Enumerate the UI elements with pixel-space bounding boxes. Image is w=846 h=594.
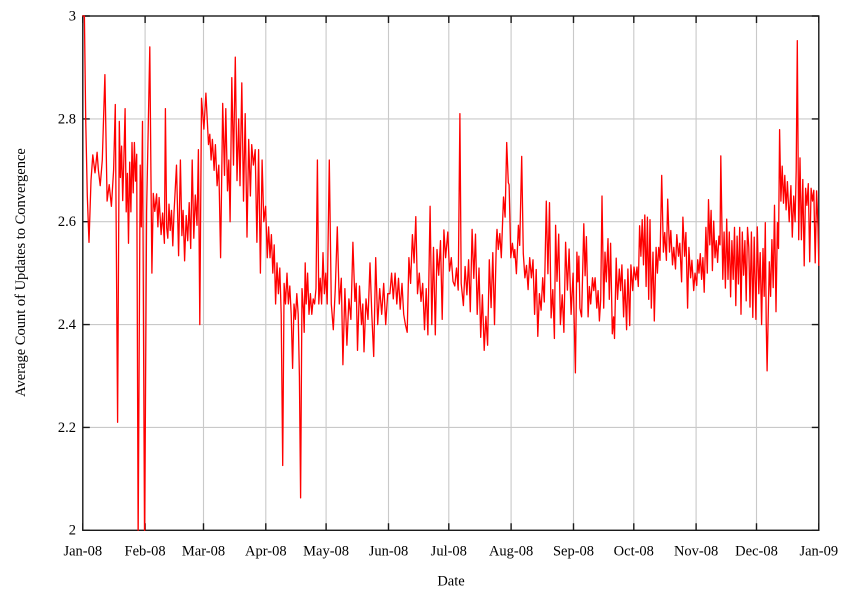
svg-text:Jun-08: Jun-08 [369,544,408,560]
svg-text:2.6: 2.6 [58,214,76,230]
svg-text:Average Count of Updates to Co: Average Count of Updates to Convergence [13,148,29,397]
svg-text:2.8: 2.8 [58,111,76,127]
svg-text:Date: Date [437,574,464,590]
svg-text:Sep-08: Sep-08 [553,544,594,560]
svg-text:Jul-08: Jul-08 [431,544,467,560]
svg-text:Jan-08: Jan-08 [63,544,102,560]
svg-text:2.4: 2.4 [58,317,77,333]
svg-text:May-08: May-08 [303,544,349,560]
svg-text:Nov-08: Nov-08 [674,544,718,560]
svg-text:Aug-08: Aug-08 [489,544,533,560]
svg-text:2: 2 [69,523,76,539]
svg-text:Feb-08: Feb-08 [125,544,166,560]
svg-text:Jan-09: Jan-09 [799,544,838,560]
svg-text:Dec-08: Dec-08 [735,544,778,560]
svg-text:3: 3 [69,8,76,24]
svg-text:Apr-08: Apr-08 [245,544,287,560]
svg-text:2.2: 2.2 [58,420,76,436]
svg-text:Mar-08: Mar-08 [182,544,225,560]
svg-text:Oct-08: Oct-08 [614,544,654,560]
